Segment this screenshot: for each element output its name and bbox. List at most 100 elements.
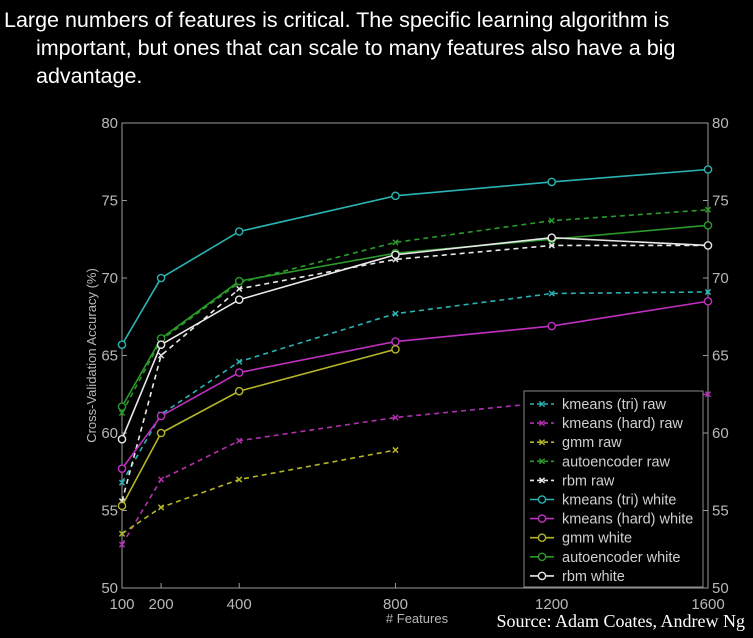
legend-item: kmeans (tri) white xyxy=(530,493,676,509)
legend-label: rbm raw xyxy=(562,473,615,489)
data-point xyxy=(234,368,244,377)
y-tick-label-left: 55 xyxy=(101,503,118,520)
data-point xyxy=(117,501,127,511)
legend-item: autoencoder raw xyxy=(530,454,671,470)
legend-item: kmeans (tri) raw xyxy=(530,397,666,413)
legend-marker xyxy=(537,495,547,504)
data-point xyxy=(234,295,244,305)
series-line xyxy=(121,236,709,440)
legend-label: kmeans (tri) white xyxy=(562,493,676,509)
data-point xyxy=(117,434,127,444)
legend-item: gmm white xyxy=(530,531,632,547)
legend-marker xyxy=(538,419,546,427)
data-point xyxy=(236,437,243,444)
legend-item: kmeans (hard) raw xyxy=(530,416,683,432)
data-point xyxy=(234,276,244,286)
data-point xyxy=(703,220,713,230)
y-tick-label-left: 75 xyxy=(101,193,118,210)
data-point xyxy=(157,504,165,511)
x-tick-label: 100 xyxy=(109,596,134,613)
y-tick-label-left: 80 xyxy=(101,115,118,132)
series-rbm-white xyxy=(117,233,713,444)
slide-headline: Large numbers of features is critical. T… xyxy=(4,6,749,90)
y-tick-label-right: 55 xyxy=(712,503,729,520)
x-tick-label: 200 xyxy=(149,596,174,613)
legend-item: rbm raw xyxy=(530,473,615,489)
data-point xyxy=(118,409,126,416)
data-point xyxy=(548,242,555,249)
series-line xyxy=(121,449,396,535)
series-line xyxy=(121,168,709,346)
chart-series xyxy=(117,165,713,548)
series-line xyxy=(121,209,709,414)
data-point xyxy=(704,288,712,296)
y-axis-label: Cross-Validation Accuracy (%) xyxy=(84,268,99,443)
data-point xyxy=(117,464,127,473)
legend-marker xyxy=(537,533,547,543)
data-point xyxy=(392,446,399,454)
x-axis-label: # Features xyxy=(386,611,449,626)
data-point xyxy=(547,321,557,331)
data-point xyxy=(157,476,165,483)
legend-item: gmm raw xyxy=(530,435,622,451)
data-point xyxy=(157,352,165,359)
data-point xyxy=(118,541,126,548)
legend-marker xyxy=(537,571,547,581)
y-tick-label-right: 50 xyxy=(712,580,729,597)
data-point xyxy=(236,476,243,483)
data-point xyxy=(391,191,400,201)
y-tick-label-left: 65 xyxy=(101,348,118,365)
legend-label: kmeans (hard) raw xyxy=(562,416,683,432)
legend-label: gmm white xyxy=(562,531,632,547)
legend-item: autoencoder white xyxy=(530,550,681,566)
legend-marker xyxy=(538,400,546,408)
data-point xyxy=(548,217,555,224)
y-tick-label-right: 70 xyxy=(712,270,729,287)
legend-label: gmm raw xyxy=(562,435,622,451)
data-point xyxy=(548,290,555,297)
legend-marker xyxy=(537,514,547,523)
y-tick-label-right: 80 xyxy=(712,115,729,132)
legend-item: rbm white xyxy=(530,569,625,585)
series-line xyxy=(121,348,396,507)
data-point xyxy=(392,310,399,317)
legend-label: autoencoder white xyxy=(562,550,681,566)
data-point xyxy=(234,386,244,396)
data-point xyxy=(156,411,166,421)
legend-marker xyxy=(538,458,546,465)
data-point xyxy=(236,358,243,365)
data-point xyxy=(703,296,713,306)
data-point xyxy=(392,414,399,421)
legend-marker xyxy=(538,477,546,484)
series-line xyxy=(121,300,709,470)
legend-marker xyxy=(537,552,547,562)
series-line xyxy=(121,244,708,502)
legend-label: kmeans (hard) white xyxy=(562,512,693,528)
data-point xyxy=(156,340,166,349)
data-point xyxy=(118,530,126,537)
x-tick-label: 800 xyxy=(383,596,408,613)
data-point xyxy=(234,227,244,236)
chart-axes: 50 50 55 55 60 60 65 65 70 70 75 75 80 80 100 200 400 800… xyxy=(84,115,729,626)
legend-label: autoencoder raw xyxy=(562,454,671,470)
x-tick-label: 1600 xyxy=(691,596,724,613)
headline-line-1: Large numbers of features is critical. T… xyxy=(4,8,670,32)
data-point xyxy=(156,428,166,438)
series-kmeans-tri-white xyxy=(117,165,713,349)
y-tick-label-left: 70 xyxy=(101,270,118,287)
legend-marker xyxy=(538,439,546,446)
headline-line-3: advantage. xyxy=(36,64,143,88)
chart-legend: kmeans (tri) raw kmeans (hard) raw gmm raw… xyxy=(523,390,704,588)
x-tick-label: 1200 xyxy=(535,596,568,613)
data-point xyxy=(703,165,713,174)
series-gmm-white xyxy=(117,344,400,511)
data-point xyxy=(117,340,127,349)
data-point xyxy=(391,344,400,354)
data-point xyxy=(391,337,400,346)
data-point xyxy=(118,479,126,486)
data-point xyxy=(391,250,400,260)
data-point xyxy=(236,285,243,292)
data-point xyxy=(703,241,713,250)
series-line xyxy=(121,224,709,408)
data-point xyxy=(547,233,557,242)
